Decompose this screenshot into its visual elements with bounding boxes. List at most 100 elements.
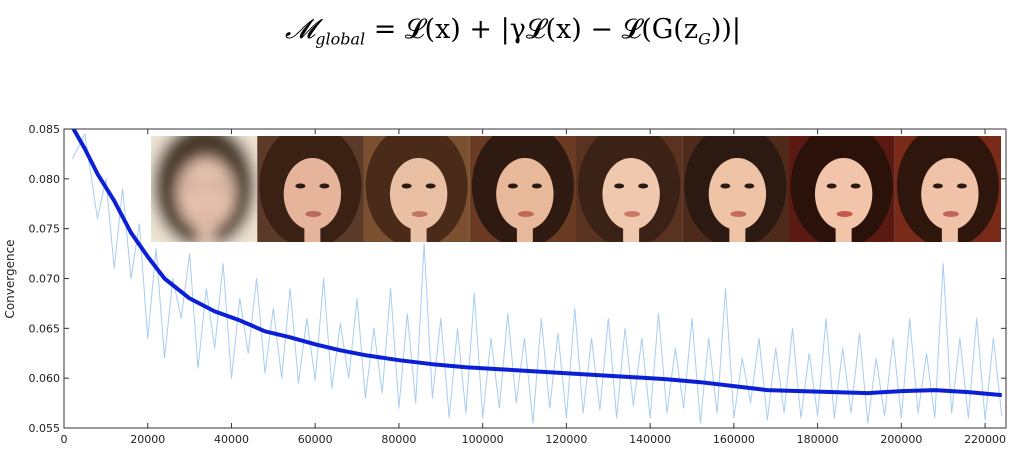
smoothed-data-point	[867, 392, 869, 394]
x-tick-label: 120000	[545, 433, 587, 446]
raw-data-point	[549, 407, 551, 409]
smoothed-data-point	[189, 298, 191, 300]
raw-data-point	[758, 338, 760, 340]
x-tick-label: 180000	[797, 433, 839, 446]
smoothed-data-point	[264, 331, 266, 333]
raw-data-point	[130, 278, 132, 280]
raw-data-point	[398, 407, 400, 409]
raw-data-point	[273, 308, 275, 310]
raw-data-point	[239, 298, 241, 300]
raw-data-point	[792, 328, 794, 330]
raw-data-point	[909, 318, 911, 320]
raw-data-point	[390, 288, 392, 290]
x-tick-label: 160000	[713, 433, 755, 446]
smoothed-data-point	[164, 278, 166, 280]
raw-data-point	[155, 248, 157, 250]
raw-data-point	[222, 263, 224, 265]
x-tick-label: 200000	[880, 433, 922, 446]
raw-data-point	[1001, 415, 1003, 417]
raw-data-point	[172, 278, 174, 280]
raw-data-point	[457, 328, 459, 330]
y-tick-label: 0.065	[29, 322, 61, 335]
smoothed-data-point	[700, 381, 702, 383]
raw-data-point	[968, 417, 970, 419]
smoothed-data-point	[767, 389, 769, 391]
formula-lhs-subscript: global	[315, 29, 366, 49]
x-tick-label: 60000	[298, 433, 333, 446]
raw-data-point	[331, 387, 333, 389]
smoothed-data-point	[733, 385, 735, 387]
raw-data-point	[867, 422, 869, 424]
raw-data-point	[298, 382, 300, 384]
smoothed-data-point	[800, 390, 802, 392]
raw-data-point	[105, 178, 107, 180]
raw-data-point	[825, 318, 827, 320]
formula-body-subscript: G	[698, 29, 711, 49]
raw-data-point	[122, 188, 124, 190]
raw-data-point	[289, 288, 291, 290]
raw-data-point	[808, 353, 810, 355]
raw-data-point	[783, 412, 785, 414]
raw-data-point	[524, 338, 526, 340]
y-tick-label: 0.085	[29, 123, 61, 136]
raw-data-point	[407, 313, 409, 315]
smoothed-data-point	[834, 391, 836, 393]
smoothed-data-point	[532, 370, 534, 372]
raw-data-point	[984, 419, 986, 421]
raw-data-point	[666, 412, 668, 414]
raw-data-point	[256, 278, 258, 280]
raw-data-point	[926, 353, 928, 355]
raw-data-point	[507, 313, 509, 315]
y-tick-label: 0.075	[29, 223, 61, 236]
raw-data-point	[180, 318, 182, 320]
raw-data-point	[515, 402, 517, 404]
face-sample-image	[788, 136, 895, 242]
face-sample-image	[576, 136, 683, 242]
smoothed-series-line	[71, 129, 1002, 398]
smoothed-data-point	[432, 363, 434, 365]
raw-data-point	[892, 338, 894, 340]
raw-data-point	[599, 409, 601, 411]
raw-data-point	[448, 417, 450, 419]
raw-data-point	[381, 392, 383, 394]
raw-data-point	[314, 379, 316, 381]
raw-data-point	[231, 377, 233, 379]
raw-data-point	[206, 288, 208, 290]
raw-data-point	[574, 308, 576, 310]
raw-data-point	[490, 338, 492, 340]
smoothed-data-point	[340, 350, 342, 352]
smoothed-data-point	[97, 173, 99, 175]
face-sample-image	[363, 136, 470, 242]
smoothed-data-point	[84, 148, 86, 150]
raw-data-point	[624, 328, 626, 330]
smoothed-data-point	[499, 368, 501, 370]
face-sample-image	[257, 136, 364, 242]
smoothed-data-point	[147, 256, 149, 258]
raw-data-point	[658, 313, 660, 315]
smoothed-data-point	[314, 344, 316, 346]
smoothed-data-point	[130, 232, 132, 234]
raw-data-point	[557, 333, 559, 335]
smoothed-data-point	[968, 391, 970, 393]
raw-data-point	[934, 417, 936, 419]
raw-data-point	[423, 243, 425, 245]
raw-data-point	[875, 357, 877, 359]
raw-data-point	[993, 338, 995, 340]
raw-data-point	[616, 417, 618, 419]
raw-data-point	[247, 353, 249, 355]
formula-lhs-symbol: 𝓜	[284, 14, 316, 45]
raw-data-point	[373, 328, 375, 330]
raw-data-point	[725, 288, 727, 290]
smoothed-data-point	[398, 359, 400, 361]
face-sample-image	[894, 136, 1001, 242]
face-sample-image	[682, 136, 789, 242]
smoothed-data-point	[666, 378, 668, 380]
smoothed-data-point	[465, 366, 467, 368]
raw-data-point	[884, 415, 886, 417]
face-sample-image	[469, 136, 576, 242]
raw-data-point	[750, 402, 752, 404]
smoothed-data-point	[566, 372, 568, 374]
smoothed-data-point	[214, 311, 216, 313]
raw-data-point	[189, 253, 191, 255]
